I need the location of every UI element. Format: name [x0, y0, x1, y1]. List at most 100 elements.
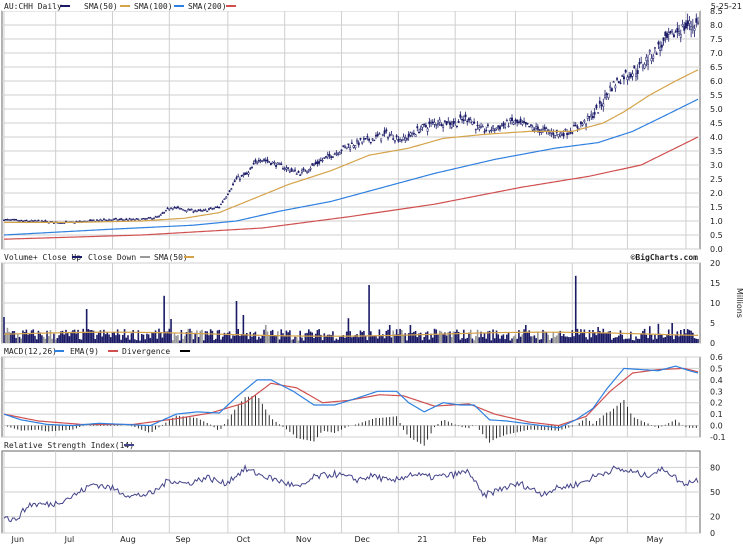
volume-bar [409, 325, 412, 343]
price-candle [199, 209, 202, 211]
price-candle [121, 219, 124, 221]
volume-bar [671, 323, 673, 343]
volume-bar [688, 330, 691, 343]
volume-bar [285, 330, 288, 343]
price-candle [183, 209, 186, 212]
volume-bar [37, 330, 40, 343]
volume-bar [73, 329, 76, 343]
volume-bar [631, 339, 634, 343]
price-candle [21, 220, 24, 222]
volume-bar [313, 337, 315, 343]
volume-bar [507, 332, 510, 343]
price-candle [387, 137, 389, 139]
volume-bar [419, 332, 422, 343]
price-candle [683, 26, 686, 31]
volume-sma-line [3, 331, 699, 337]
price-candle [228, 190, 231, 192]
price-legend-sma100: SMA(100) [134, 2, 173, 11]
y-tick-label: 0 [710, 529, 715, 538]
price-candle [684, 22, 687, 29]
y-tick-label: 5 [710, 319, 715, 328]
volume-bar [464, 338, 467, 343]
volume-bar [235, 301, 238, 343]
volume-bar [216, 330, 219, 343]
macd-legend-ema: EMA(9) [70, 347, 99, 356]
price-candle [633, 65, 636, 69]
price-candle [349, 147, 352, 150]
volume-bar [184, 335, 186, 343]
volume-bar [604, 332, 606, 343]
volume-bar [413, 331, 415, 343]
volume-bar [549, 339, 551, 343]
price-candle [173, 206, 176, 209]
volume-bar [120, 339, 122, 343]
volume-bar [611, 339, 613, 343]
price-candle [502, 122, 505, 126]
volume-bar [487, 331, 489, 343]
price-candle [497, 125, 500, 128]
price-candle [431, 121, 434, 123]
volume-bar [325, 335, 327, 343]
price-candle [192, 211, 195, 213]
price-candle [566, 133, 569, 136]
price-candle [404, 137, 407, 141]
price-candle [418, 131, 420, 134]
volume-bar [242, 315, 245, 343]
volume-bar [271, 329, 274, 343]
volume-bar [127, 335, 129, 343]
volume-bar [171, 340, 174, 343]
price-candle [631, 73, 634, 77]
volume-bar [344, 337, 346, 343]
price-candle [686, 20, 689, 27]
volume-bar [500, 335, 503, 343]
price-candle [283, 168, 286, 170]
volume-bar [614, 337, 617, 343]
volume-bar [77, 329, 79, 343]
axis-layer: 0.0 0.5 1.0 1.5 2.0 2.5 3.0 3.5 4.0 4.5 5.0 5.5 6.0 6… [11, 7, 726, 544]
volume-bar [679, 329, 682, 343]
price-candle [32, 220, 35, 222]
volume-bar [320, 334, 322, 343]
price-candle [526, 122, 529, 125]
price-candle [335, 152, 338, 154]
volume-bar [292, 339, 295, 343]
volume-bar [431, 337, 434, 343]
volume-bar [123, 329, 126, 343]
volume-bar [566, 336, 568, 343]
price-candle [624, 69, 627, 73]
y-tick-label: 0.0 [710, 422, 723, 431]
volume-bar [135, 340, 138, 343]
volume-bar [66, 332, 69, 343]
price-candle [690, 26, 693, 30]
price-legend-bar [2, 1, 700, 11]
volume-bar [144, 339, 147, 343]
volume-bar [233, 335, 236, 343]
price-candle [483, 131, 486, 133]
x-tick-label: May [647, 535, 664, 544]
price-candle [149, 217, 152, 219]
price-candle [609, 85, 612, 88]
price-candle [368, 138, 371, 141]
volume-bar [630, 331, 632, 343]
price-candle [399, 139, 402, 142]
volume-bar [392, 330, 394, 343]
price-candle [237, 175, 240, 178]
price-candle [304, 170, 307, 172]
price-candle [145, 218, 148, 220]
price-candle [256, 161, 259, 164]
price-candle [362, 138, 365, 140]
price-legend-sma50: SMA(50) [84, 2, 118, 11]
price-candle [359, 138, 362, 140]
volume-bar [153, 333, 155, 343]
price-candle [159, 214, 162, 216]
price-candle [375, 135, 377, 137]
volume-bar [399, 328, 401, 343]
price-candle [34, 220, 36, 222]
price-candle [605, 93, 608, 95]
volume-bar [506, 334, 508, 343]
price-candle [500, 125, 503, 127]
price-candle [473, 121, 476, 124]
volume-bar [421, 340, 424, 343]
volume-bar [395, 329, 398, 343]
volume-bar [543, 331, 546, 343]
